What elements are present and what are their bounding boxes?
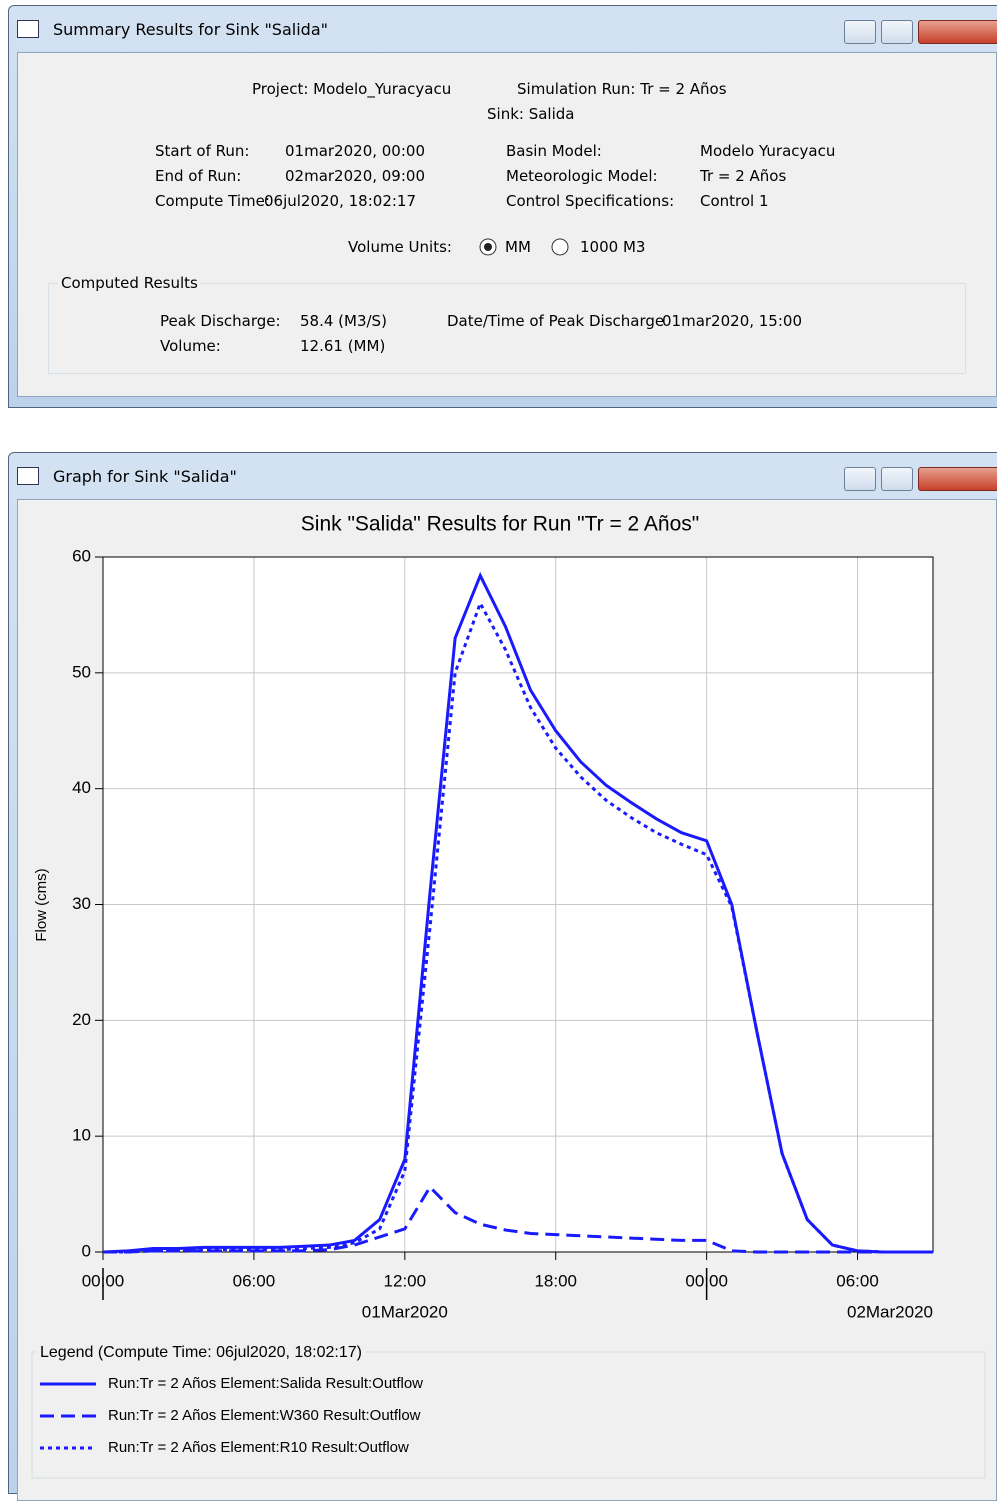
y-tick-label: 50 xyxy=(72,662,91,681)
legend-entry: Run:Tr = 2 Años Element:W360 Result:Outf… xyxy=(108,1407,421,1424)
y-tick-label: 30 xyxy=(72,894,91,913)
field-value: 02mar2020, 09:00 xyxy=(285,167,425,185)
y-axis-label: Flow (cms) xyxy=(33,868,50,941)
window-title: Graph for Sink "Salida" xyxy=(53,467,237,486)
field-value: 58.4 (M3/S) xyxy=(300,312,387,330)
field-label: Peak Discharge: xyxy=(160,312,281,330)
legend-entry: Run:Tr = 2 Años Element:Salida Result:Ou… xyxy=(108,1375,423,1392)
group-box xyxy=(48,283,966,374)
field-value: Tr = 2 Años xyxy=(700,167,787,185)
radio-dot xyxy=(484,243,492,251)
y-tick-label: 20 xyxy=(72,1010,91,1029)
legend-entry: Run:Tr = 2 Años Element:R10 Result:Outfl… xyxy=(108,1439,409,1456)
field-label: Meteorologic Model: xyxy=(506,167,658,185)
close-button[interactable] xyxy=(918,467,997,491)
close-button[interactable] xyxy=(918,20,997,44)
window-icon xyxy=(17,20,39,38)
field-label: End of Run: xyxy=(155,167,242,185)
legend-title: Legend (Compute Time: 06jul2020, 18:02:1… xyxy=(40,1344,362,1361)
y-tick-label: 60 xyxy=(72,546,91,565)
window-title: Summary Results for Sink "Salida" xyxy=(53,20,328,39)
y-tick-label: 0 xyxy=(82,1241,91,1260)
maximize-button[interactable] xyxy=(881,467,913,491)
legend-box xyxy=(31,1351,986,1479)
maximize-button[interactable] xyxy=(881,20,913,44)
x-tick-label: 18:00 xyxy=(534,1271,577,1290)
field-label: Compute Time: xyxy=(155,192,270,210)
x-tick-label: 12:00 xyxy=(384,1271,427,1290)
chart-title: Sink "Salida" Results for Run "Tr = 2 Añ… xyxy=(301,513,699,536)
summary-window: Summary Results for Sink "Salida" xyxy=(8,5,997,408)
field-value: 06jul2020, 18:02:17 xyxy=(264,192,417,210)
plot-border xyxy=(102,556,934,1253)
radio-label[interactable]: 1000 M3 xyxy=(580,238,646,256)
minimize-button[interactable] xyxy=(844,20,876,44)
field-label: Volume: xyxy=(160,337,221,355)
volume-units-label: Volume Units: xyxy=(348,238,452,256)
field-label: Date/Time of Peak Discharge xyxy=(447,312,665,330)
x-tick-label: 06:00 xyxy=(836,1271,879,1290)
day-label: 02Mar2020 xyxy=(847,1302,933,1321)
client-area xyxy=(17,52,997,397)
radio-button[interactable] xyxy=(551,238,569,256)
field-value: Modelo Yuracyacu xyxy=(700,142,836,160)
series-line xyxy=(102,571,933,1254)
x-tick-label: 06:00 xyxy=(233,1271,276,1290)
field-value: 01mar2020, 15:00 xyxy=(662,312,802,330)
project: Project: Modelo_Yuracyacu xyxy=(252,80,452,98)
field-label: Control Specifications: xyxy=(506,192,675,210)
field-value: Control 1 xyxy=(700,192,769,210)
group-title: Computed Results xyxy=(58,274,201,292)
minimize-button[interactable] xyxy=(844,467,876,491)
radio-label[interactable]: MM xyxy=(505,238,531,256)
sink: Sink: Salida xyxy=(487,105,575,123)
legend-title-bg xyxy=(36,1342,366,1362)
y-tick-label: 40 xyxy=(72,778,91,797)
y-tick-label: 10 xyxy=(72,1126,91,1145)
field-label: Basin Model: xyxy=(506,142,602,160)
simulation-run: Simulation Run: Tr = 2 Años xyxy=(517,80,727,98)
field-label: Start of Run: xyxy=(155,142,250,160)
window-icon xyxy=(17,467,39,485)
series-line xyxy=(103,599,933,1254)
field-value: 01mar2020, 00:00 xyxy=(285,142,425,160)
day-label: 01Mar2020 xyxy=(362,1302,448,1321)
field-value: 12.61 (MM) xyxy=(300,337,386,355)
